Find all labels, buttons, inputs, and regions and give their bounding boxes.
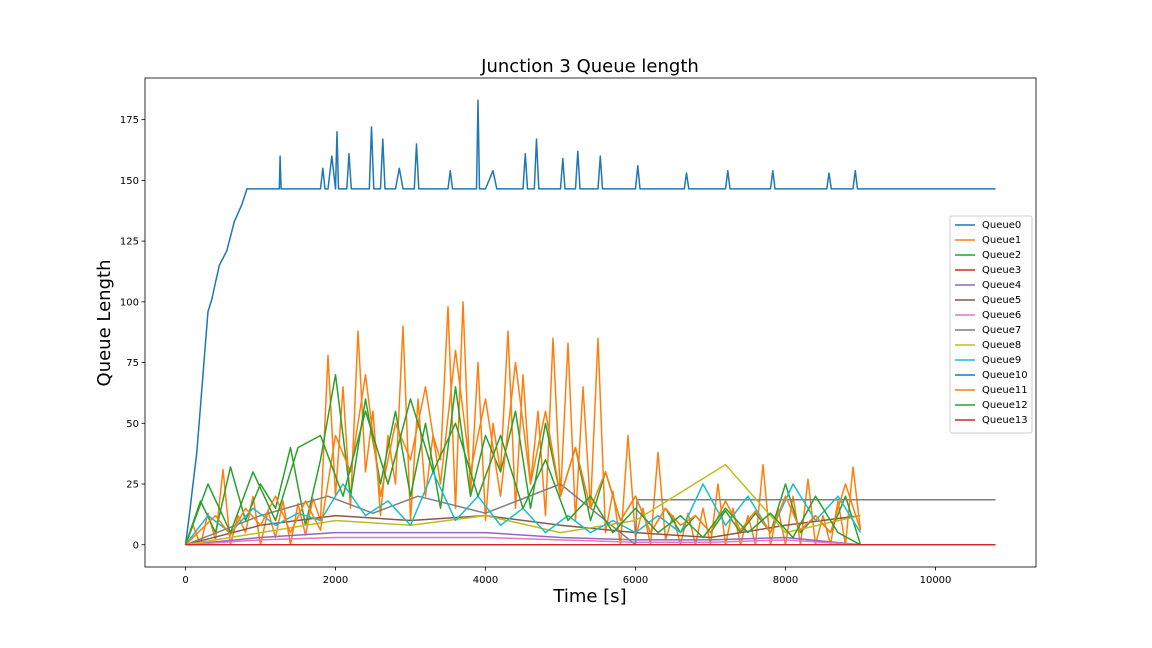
legend-label: Queue7 [982, 325, 1021, 336]
legend-label: Queue2 [982, 250, 1021, 261]
axes-frame [144, 77, 1037, 568]
y-axis-label: Queue Length [94, 260, 115, 387]
y-tick-label: 125 [120, 237, 139, 248]
y-tick-label: 100 [120, 297, 139, 308]
legend-label: Queue8 [982, 340, 1021, 351]
y-tick-label: 175 [120, 115, 139, 126]
series-line [185, 463, 861, 546]
series-line [184, 398, 861, 546]
x-tick-label: 4000 [473, 575, 498, 586]
series-line [184, 301, 862, 546]
x-tick-label: 8000 [773, 575, 798, 586]
y-tick-label: 150 [120, 176, 139, 187]
series-line [185, 531, 861, 546]
x-axis-label: Time [s] [552, 586, 626, 607]
legend-label: Queue6 [982, 310, 1021, 321]
legend-label: Queue4 [982, 280, 1021, 291]
series-line [184, 99, 996, 545]
legend-label: Queue12 [982, 400, 1028, 411]
legend-label: Queue13 [982, 415, 1028, 426]
legend-label: Queue0 [982, 220, 1021, 231]
y-tick-label: 25 [126, 480, 139, 491]
x-tick-label: 10000 [920, 575, 952, 586]
series-line [184, 373, 862, 546]
series-line [185, 536, 861, 546]
series-line [185, 514, 861, 546]
legend-label: Queue3 [982, 265, 1021, 276]
legend-label: Queue9 [982, 355, 1021, 366]
y-tick-label: 50 [126, 419, 139, 430]
x-tick-label: 6000 [623, 575, 648, 586]
y-tick-label: 75 [126, 358, 139, 369]
chart-title: Junction 3 Queue length [480, 56, 699, 77]
legend-label: Queue1 [982, 235, 1021, 246]
y-tick-label: 0 [133, 540, 139, 551]
legend-label: Queue5 [982, 295, 1021, 306]
legend-label: Queue10 [982, 370, 1028, 381]
series-line [185, 483, 996, 546]
legend-label: Queue11 [982, 385, 1028, 396]
plot-area [184, 99, 996, 546]
series-line [184, 349, 862, 546]
x-tick-label: 0 [182, 575, 188, 586]
x-tick-label: 2000 [323, 575, 348, 586]
